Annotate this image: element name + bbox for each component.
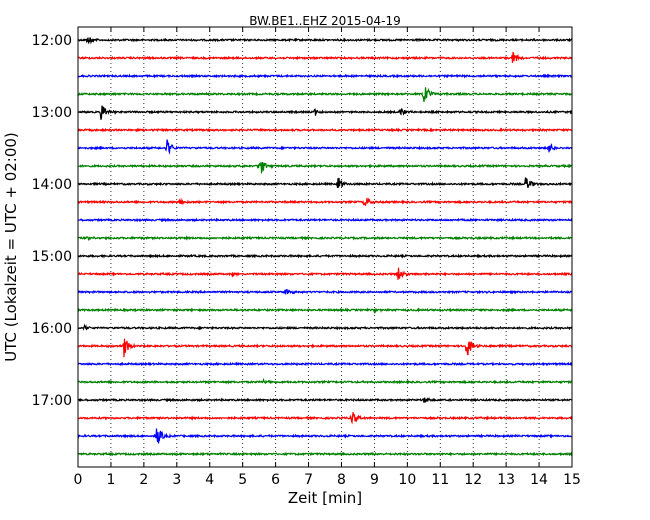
x-tick-label: 8 (337, 472, 346, 488)
trace-1300 (77, 105, 573, 120)
y-tick-label: 12:00 (32, 33, 72, 49)
y-tick-label: 15:00 (32, 249, 72, 265)
trace-1230 (77, 73, 573, 79)
trace-1715 (77, 412, 573, 425)
y-tick-label: 14:00 (32, 177, 72, 193)
y-axis-title: UTC (Lokalzeit = UTC + 02:00) (2, 132, 20, 362)
trace-1500 (77, 253, 573, 259)
trace-1630 (77, 361, 573, 367)
trace-1730 (77, 428, 573, 444)
x-tick-label: 4 (205, 472, 214, 488)
trace-1330 (77, 139, 573, 155)
x-tick-label: 9 (370, 472, 379, 488)
trace-1545 (77, 307, 573, 314)
trace-1645 (77, 377, 573, 385)
y-tick-label: 16:00 (32, 321, 72, 337)
x-axis-title: Zeit [min] (288, 489, 362, 507)
trace-1400 (77, 177, 572, 189)
trace-1515 (77, 267, 573, 280)
trace-1345 (77, 161, 573, 175)
x-tick-label: 7 (304, 472, 313, 488)
trace-1445 (77, 235, 573, 242)
x-tick-label: 11 (431, 472, 449, 488)
x-tick-label: 10 (398, 472, 416, 488)
trace-1615 (77, 338, 573, 358)
x-tick-label: 2 (139, 472, 148, 488)
grid-lines (110, 27, 540, 467)
x-tick-label: 6 (271, 472, 280, 488)
x-tick-label: 3 (172, 472, 181, 488)
trace-1200 (77, 37, 573, 45)
x-tick-label: 0 (74, 472, 83, 488)
trace-1745 (77, 451, 573, 457)
x-tick-label: 14 (530, 472, 548, 488)
x-tick-label: 1 (106, 472, 115, 488)
y-tick-label: 17:00 (32, 393, 72, 409)
plot-frame (77, 26, 573, 468)
trace-1430 (78, 217, 573, 223)
x-axis: 0 1 2 3 4 5 6 7 8 9 10 11 12 13 14 15 (74, 27, 581, 488)
y-axis: 12:00 13:00 14:00 15:00 16:00 17:00 (32, 33, 83, 409)
trace-group (77, 37, 573, 457)
trace-1415 (77, 197, 573, 206)
trace-1315 (77, 127, 573, 133)
trace-1700 (77, 397, 573, 403)
y-tick-label: 13:00 (32, 105, 72, 121)
trace-1245 (77, 87, 573, 102)
x-tick-label: 12 (464, 472, 482, 488)
trace-1215 (77, 51, 573, 63)
x-tick-label: 13 (497, 472, 515, 488)
trace-1530 (77, 288, 573, 295)
x-tick-label: 15 (563, 472, 581, 488)
chart-title: BW.BE1..EHZ 2015-04-19 (249, 14, 401, 28)
trace-1600 (77, 323, 573, 331)
x-tick-label: 5 (238, 472, 247, 488)
